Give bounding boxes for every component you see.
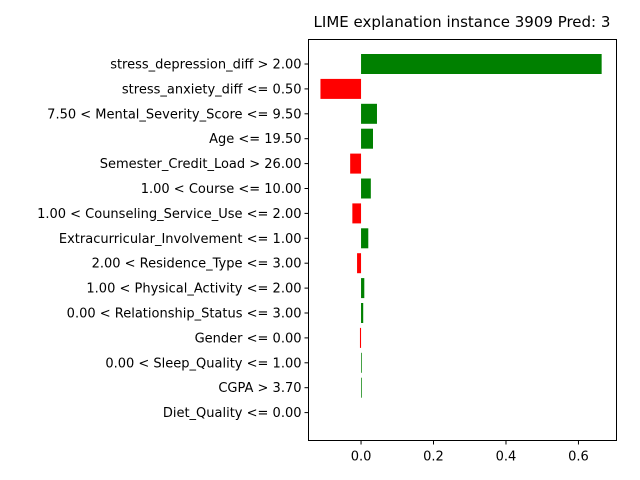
bar-6 xyxy=(361,178,371,199)
y-tick-label: 1.00 < Physical_Activity <= 2.00 xyxy=(86,282,301,297)
bar-7 xyxy=(352,203,362,224)
bar-3 xyxy=(361,103,377,124)
y-tick-label: Semester_Credit_Load > 26.00 xyxy=(100,157,302,172)
y-tick-label: stress_depression_diff > 2.00 xyxy=(110,58,301,73)
bar-12 xyxy=(359,327,362,348)
bars-group xyxy=(320,54,602,398)
bar-4 xyxy=(361,128,373,149)
bar-14 xyxy=(361,377,362,398)
y-tick-label: stress_anxiety_diff <= 0.50 xyxy=(122,82,302,97)
y-tick-label: CGPA > 3.70 xyxy=(218,381,301,396)
y-tick-label: Age <= 19.50 xyxy=(209,132,301,147)
bar-2 xyxy=(320,78,362,99)
y-tick-label: Gender <= 0.00 xyxy=(195,331,302,346)
y-tick-label: 0.00 < Sleep_Quality <= 1.00 xyxy=(105,356,301,371)
y-tick-label: 1.00 < Counseling_Service_Use <= 2.00 xyxy=(37,207,301,222)
y-axis-ticks: stress_depression_diff > 2.00 stress_anxi… xyxy=(37,58,309,421)
y-tick-label: Extracurricular_Involvement <= 1.00 xyxy=(59,232,302,247)
x-tick-label: 0.0 xyxy=(351,450,372,465)
x-tick-label: 0.2 xyxy=(423,450,444,465)
plot-frame xyxy=(308,39,617,441)
bar-11 xyxy=(361,303,364,323)
chart-title: LIME explanation instance 3909 Pred: 3 xyxy=(314,13,611,31)
y-tick-label: 1.00 < Course <= 10.00 xyxy=(141,182,302,197)
bar-8 xyxy=(361,228,369,249)
bar-10 xyxy=(361,278,365,299)
x-tick-label: 0.6 xyxy=(568,450,589,465)
bar-13 xyxy=(361,352,362,373)
y-tick-label: 2.00 < Residence_Type <= 3.00 xyxy=(92,257,302,272)
bar-1 xyxy=(361,54,602,74)
x-tick-label: 0.4 xyxy=(496,450,517,465)
y-tick-label: Diet_Quality <= 0.00 xyxy=(163,406,302,421)
bar-9 xyxy=(357,253,362,274)
y-tick-label: 7.50 < Mental_Severity_Score <= 9.50 xyxy=(47,107,301,122)
y-tick-label: 0.00 < Relationship_Status <= 3.00 xyxy=(67,307,302,322)
bar-5 xyxy=(350,153,362,174)
x-axis-ticks: 0.0 0.2 0.4 0.6 xyxy=(351,440,589,465)
